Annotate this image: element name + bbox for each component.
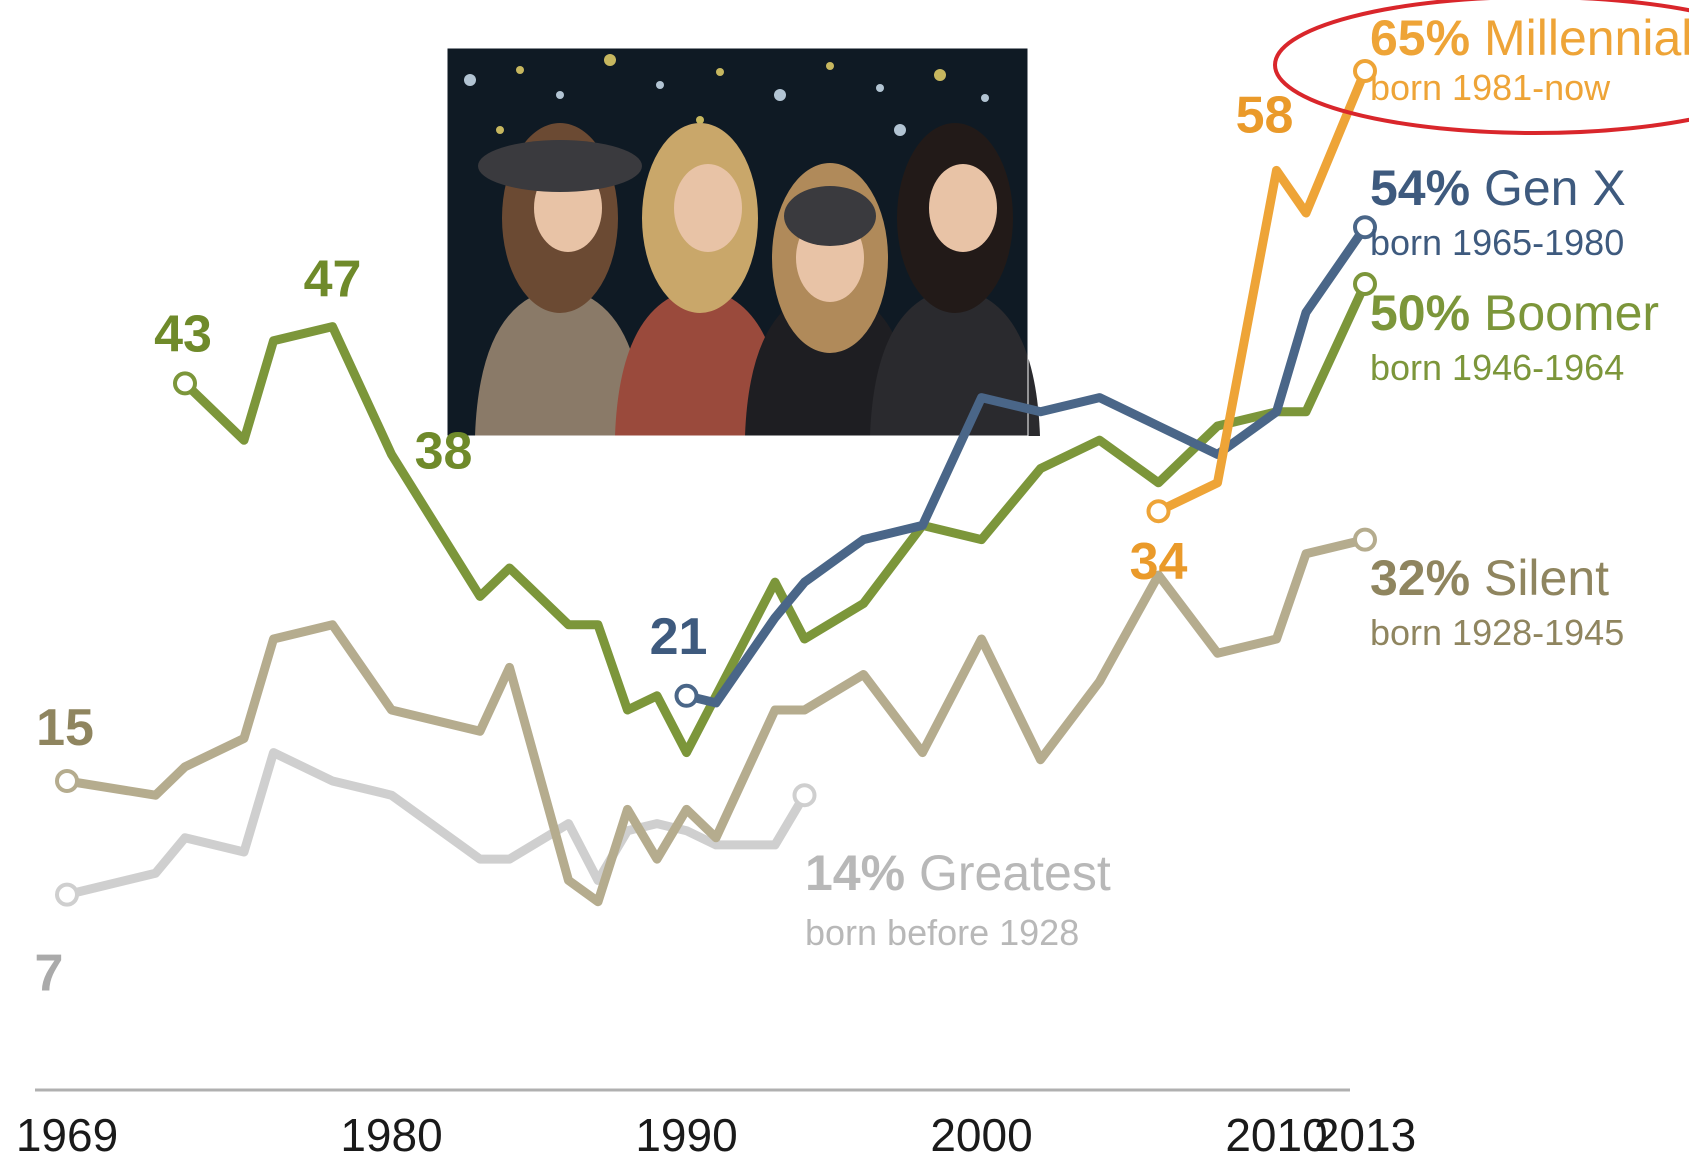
legend-entry-greatest: 14% Greatest born before 1928: [805, 845, 1111, 953]
value-label-boomer: 43: [154, 305, 212, 363]
legend-percent: 50%: [1370, 285, 1470, 341]
point-marker-millennial: [1146, 499, 1171, 524]
photo-light: [876, 84, 884, 92]
photo-light: [604, 54, 616, 66]
legend-name: Millennial: [1470, 10, 1689, 66]
photo-light: [516, 66, 524, 74]
photo-light: [894, 124, 906, 136]
legend-entry-genx: 54% Gen X born 1965-1980: [1370, 160, 1626, 263]
series-line-millennial: [1154, 66, 1370, 516]
photo-light: [464, 74, 476, 86]
highlight-ellipse: [1273, 0, 1689, 135]
photo-light: [656, 81, 664, 89]
x-tick-label: 1990: [635, 1109, 737, 1158]
value-label-millennial: 58: [1236, 86, 1294, 144]
series-lines: [62, 66, 1370, 907]
legend-name: Boomer: [1470, 285, 1659, 341]
x-tick-label: 1980: [340, 1109, 442, 1158]
photo-light: [826, 62, 834, 70]
legend-title: 32% Silent: [1370, 550, 1609, 606]
legend-subtitle: born before 1928: [805, 912, 1079, 953]
series-line-silent: [62, 535, 1370, 907]
value-label-greatest: 7: [35, 945, 64, 1003]
point-marker-millennial: [1353, 59, 1377, 83]
point-marker-boomer: [1353, 272, 1377, 296]
photo-light: [934, 69, 946, 81]
legend-name: Silent: [1470, 550, 1609, 606]
value-label-millennial: 34: [1130, 533, 1188, 591]
point-marker-genx: [1353, 215, 1377, 240]
legend-title: 54% Gen X: [1370, 160, 1626, 216]
x-tick-label: 2010: [1225, 1109, 1327, 1158]
legend-percent: 14%: [805, 845, 905, 901]
legend-subtitle: born 1946-1964: [1370, 347, 1624, 388]
photo-person: [475, 123, 645, 436]
point-marker-greatest: [792, 783, 817, 808]
legend-subtitle: born 1981-now: [1370, 67, 1611, 108]
photo-light: [696, 116, 704, 124]
photo-person: [615, 123, 785, 436]
party-photo: [446, 47, 1040, 437]
value-label-silent: 15: [36, 699, 94, 757]
photo-frame: [446, 47, 1029, 437]
legend-entry-boomer: 50% Boomer born 1946-1964: [1370, 285, 1659, 388]
legend-title: 50% Boomer: [1370, 285, 1659, 341]
photo-light: [981, 94, 989, 102]
series-line-boomer: [180, 279, 1370, 758]
series-line-greatest: [62, 748, 809, 900]
photo-person: [745, 163, 915, 436]
legend-name: Greatest: [905, 845, 1111, 901]
point-marker-genx: [674, 683, 699, 708]
value-label-boomer: 47: [304, 251, 362, 309]
point-marker-silent: [1353, 527, 1377, 552]
value-label-boomer: 38: [415, 422, 473, 480]
point-marker-silent: [55, 769, 79, 793]
legend-name: Gen X: [1470, 160, 1626, 216]
value-label-genx: 21: [650, 608, 708, 666]
series-legend: 14% Greatest born before 1928 32% Silent bo…: [805, 0, 1689, 953]
value-labels: 15 7 43 47 38 21 34 58: [35, 86, 1294, 1002]
legend-subtitle: born 1928-1945: [1370, 612, 1624, 653]
legend-percent: 32%: [1370, 550, 1470, 606]
photo-light: [556, 91, 564, 99]
legend-entry-silent: 32% Silent born 1928-1945: [1370, 550, 1624, 653]
x-tick-label: 1969: [16, 1109, 118, 1158]
photo-light: [774, 89, 786, 101]
legend-percent: 65%: [1370, 10, 1470, 66]
series-markers: [55, 59, 1377, 907]
x-tick-label: 2000: [930, 1109, 1032, 1158]
photo-light: [716, 68, 724, 76]
series-line-genx: [682, 222, 1370, 708]
point-marker-greatest: [55, 882, 79, 907]
point-marker-boomer: [173, 371, 197, 396]
legend-subtitle: born 1965-1980: [1370, 222, 1624, 263]
legend-title: 65% Millennial: [1370, 10, 1689, 66]
legend-title: 14% Greatest: [805, 845, 1111, 901]
photo-light: [496, 126, 504, 134]
legend-percent: 54%: [1370, 160, 1470, 216]
x-tick-label: 2013: [1314, 1109, 1416, 1158]
